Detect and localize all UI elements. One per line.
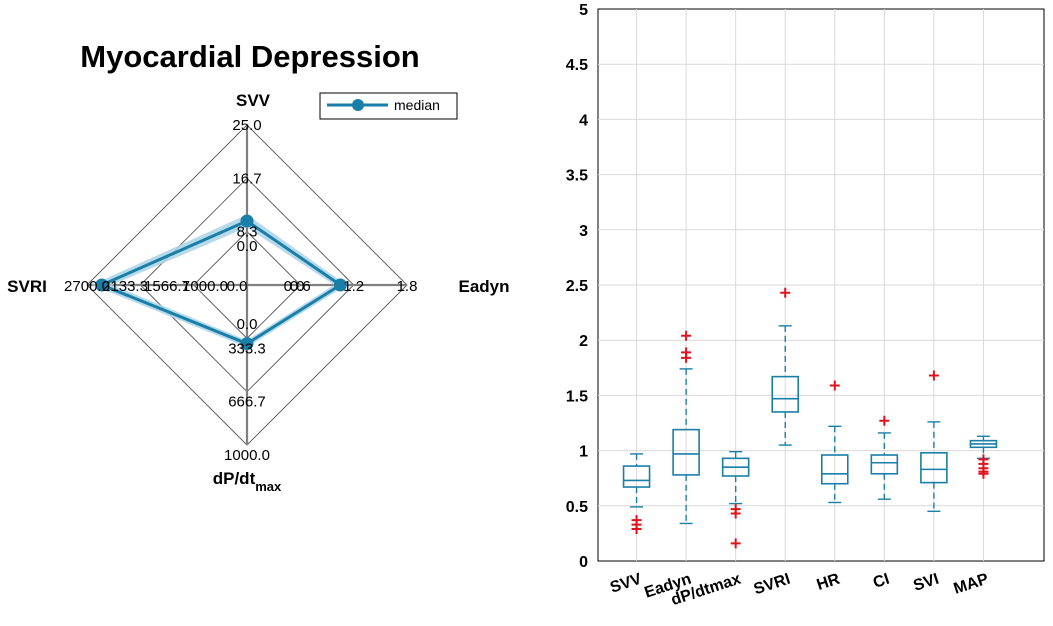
radar-tick-svri-0: 0.0: [227, 278, 248, 295]
x-tick-label-hr: HR: [815, 570, 843, 593]
outlier-dpdtmax-1: [730, 508, 741, 519]
radar-tick-dpdt-2: 666.7: [228, 394, 266, 411]
radar-tick-svri-1: 1000.0: [182, 278, 228, 295]
box-grid: [598, 9, 1044, 561]
radar-tick-dpdt-0: 0.0: [237, 316, 258, 333]
radar-tick-svv-3: 25.0: [232, 117, 261, 134]
radar-point-svv: [240, 214, 254, 228]
box-svri: [771, 287, 800, 446]
y-tick-label-2: 1: [579, 444, 588, 461]
radar-axis-label-dpdt-sub: max: [255, 479, 282, 494]
outlier-svi-0: [928, 370, 939, 381]
iqr-box-svi: [920, 452, 948, 484]
outlier-dpdtmax-2: [730, 538, 741, 549]
radar-point-svri: [95, 278, 109, 292]
x-tick-label-ci: CI: [871, 571, 891, 592]
y-tick-label-0: 0: [579, 554, 588, 571]
radar-band: [91, 214, 347, 348]
x-tick-label-svi: SVI: [911, 571, 941, 595]
radar-tick-dpdt-3: 1000.0: [224, 447, 270, 464]
radar-tick-eadyn-1: 0.6: [290, 278, 311, 295]
radar-axis-label-svri: SVRI: [7, 277, 47, 296]
legend-marker: [352, 99, 364, 111]
radar-tick-eadyn-2: 1.2: [343, 278, 364, 295]
box-svv: [622, 453, 651, 534]
box-dpdtmax: [721, 451, 750, 549]
y-tick-label-1: 0.5: [566, 499, 588, 516]
radar-iqr-band: [91, 214, 347, 348]
x-tick-label-svri: SVRI: [752, 571, 793, 599]
radar-tick-svri-3: 2700.0: [64, 278, 110, 295]
radar-point-dpdt: [240, 337, 254, 351]
radar-tick-dpdt-1: 333.3: [228, 340, 266, 357]
iqr-box-eadyn: [672, 428, 700, 476]
radar-tick-svv-2: 16.7: [232, 170, 261, 187]
radar-point-eadyn: [333, 278, 347, 292]
box-map: [969, 435, 998, 479]
iqr-box-svri: [771, 375, 800, 413]
radar-tick-svri-2: 1566.7: [144, 278, 190, 295]
x-tick-label-svv: SVV: [608, 571, 644, 597]
box-svi: [920, 370, 948, 513]
radar-chart: Myocardial Depression 0.08.316.725.00.00…: [7, 39, 509, 494]
legend-label: median: [394, 97, 440, 113]
y-tick-label-10: 5: [579, 2, 588, 19]
box-marks: [622, 287, 998, 549]
radar-axes: [87, 125, 407, 445]
radar-axis-label-svv: SVV: [236, 91, 271, 110]
radar-tick-svv-1: 8.3: [237, 224, 258, 241]
radar-tick-svv-0: 0.0: [237, 238, 258, 255]
radar-tick-eadyn-0: 0.0: [284, 278, 305, 295]
y-tick-label-4: 2: [579, 333, 588, 350]
y-tick-label-9: 4.5: [566, 57, 588, 74]
y-tick-label-5: 2.5: [566, 278, 588, 295]
box-hr: [820, 380, 849, 504]
iqr-box-ci: [870, 454, 899, 475]
outlier-svri-0: [780, 287, 791, 298]
radar-series: [95, 214, 347, 351]
outlier-eadyn-1: [681, 347, 692, 358]
y-tick-label-6: 3: [579, 223, 588, 240]
outlier-hr-0: [829, 380, 840, 391]
radar-tick-svri-4: 2133.3: [102, 278, 148, 295]
radar-axis-label-dpdt: dP/dtmax: [213, 469, 282, 494]
radar-axis-label-dpdt-main: dP/dt: [213, 469, 256, 488]
outlier-eadyn-2: [681, 330, 692, 341]
box-ci: [870, 415, 899, 500]
box-eadyn: [672, 330, 700, 525]
iqr-box-hr: [820, 454, 849, 485]
y-tick-label-3: 1.5: [566, 388, 588, 405]
outlier-ci-0: [879, 415, 890, 426]
legend-box: [319, 92, 458, 120]
radar-title: Myocardial Depression: [80, 39, 419, 74]
y-tick-label-8: 4: [579, 112, 588, 129]
radar-tick-labels: 0.08.316.725.00.00.6 1.2 1.80.0333.3666.71…: [64, 117, 417, 464]
radar-legend: median: [319, 92, 458, 120]
outlier-svv-2: [631, 523, 642, 534]
y-tick-label-7: 3.5: [566, 168, 588, 185]
outlier-map-4: [978, 468, 989, 479]
radar-axis-label-eadyn: Eadyn: [458, 277, 509, 296]
iqr-box-svv: [622, 465, 651, 488]
radar-tick-eadyn-3: 1.8: [397, 278, 418, 295]
x-tick-label-map: MAP: [952, 571, 991, 598]
box-y-ticks: 0 0.5 1 1.5 2 2.5 3 3.5 4 4.5 5: [566, 2, 588, 571]
